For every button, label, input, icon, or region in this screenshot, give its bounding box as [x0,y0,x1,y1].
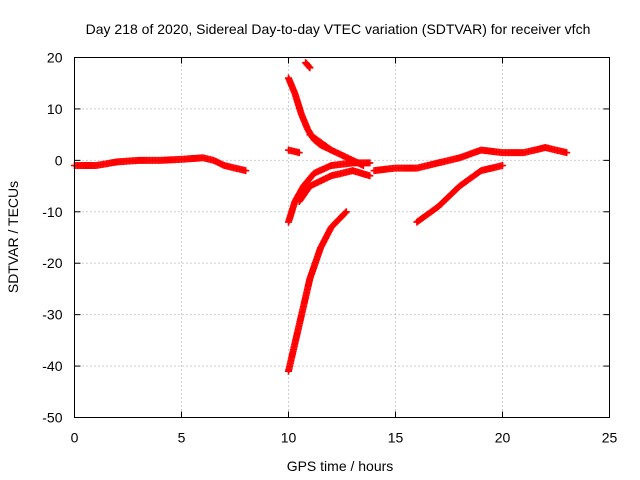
x-tick-label: 0 [71,430,79,446]
series-segment-7 [295,167,374,205]
plot-frame [74,57,610,418]
data-point [342,208,350,216]
y-tick-label: -50 [42,410,62,426]
y-tick-label: -30 [42,307,62,323]
data-point [295,149,303,157]
series-segment-1 [71,154,250,175]
data-point [499,162,506,169]
data-point [341,209,349,217]
x-tick-label: 20 [495,430,511,446]
series-segment-9 [413,162,506,226]
series-segment-8 [370,144,571,175]
data-point [366,159,374,167]
series-segment-6 [285,208,350,375]
data-point [242,167,250,175]
data-points [71,59,571,375]
y-tick-label: 10 [47,101,63,117]
y-tick-label: -20 [42,255,62,271]
y-axis-label: SDTVAR / TECUs [5,181,21,293]
y-tick-label: -10 [42,204,62,220]
series-segment-2 [285,74,335,154]
x-tick-label: 15 [388,430,404,446]
series-segment-10 [285,146,303,157]
y-tick-label: -40 [42,358,62,374]
grid-lines [74,57,610,418]
x-tick-label: 25 [602,430,618,446]
data-point [563,149,571,157]
x-axis-label: GPS time / hours [287,458,394,474]
chart-title: Day 218 of 2020, Sidereal Day-to-day VTE… [86,21,591,37]
y-tick-label: 0 [55,152,63,168]
x-tick-label: 5 [178,430,186,446]
series-segment-4 [302,59,314,72]
data-point [306,64,314,72]
x-tick-label: 10 [281,430,297,446]
data-point [366,172,374,180]
axis-ticks: 0 5 10 15 20 25 -50 -40 -30 -20 -10 0 10 20 [42,50,617,446]
data-point [305,63,313,71]
y-tick-label: 20 [47,50,63,66]
